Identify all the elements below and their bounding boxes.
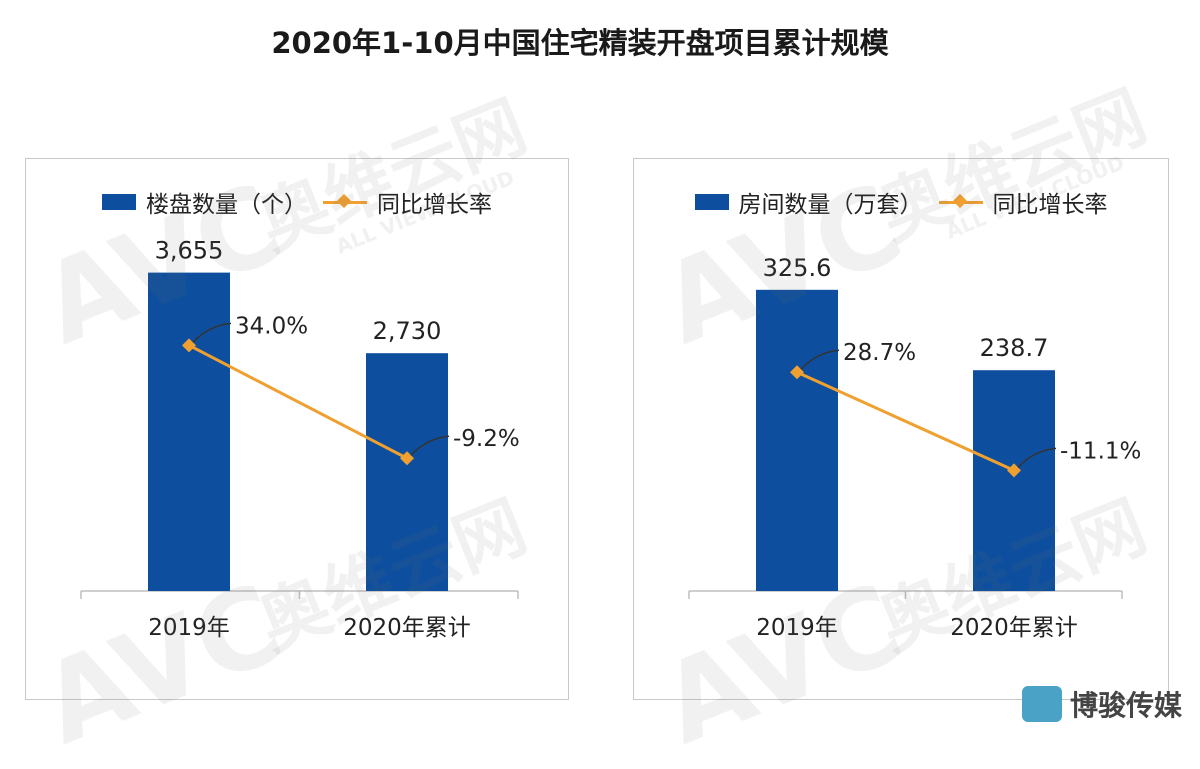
label-leader: [410, 435, 450, 456]
x-tick-label: 2020年累计: [343, 615, 471, 641]
chart-units-svg: 3,655 2019年 2,730 2020年累计 34.0% -9.2%: [80, 237, 520, 641]
legend-bar-swatch: [102, 194, 136, 210]
publisher-logo: 博骏传媒: [1021, 684, 1182, 724]
legend-line-swatch: [323, 193, 367, 210]
bar-value-label: 325.6: [763, 254, 832, 282]
label-leader: [192, 322, 232, 343]
page-title: 2020年1-10月中国住宅精装开盘项目累计规模: [271, 26, 889, 60]
growth-value-label: 34.0%: [235, 313, 308, 339]
bar-value-label: 3,655: [155, 237, 224, 265]
legend-bar-label: 楼盘数量（个）: [146, 192, 307, 218]
growth-value-label: -9.2%: [453, 426, 520, 452]
growth-value-label: 28.7%: [843, 340, 916, 366]
bar: [148, 272, 230, 591]
growth-value-label: -11.1%: [1060, 438, 1141, 464]
legend-line-label: 同比增长率: [377, 192, 492, 218]
chart-panel-rooms: 房间数量（万套） 同比增长率 325.6 2019年 238.7 2020年累计 28.…: [633, 158, 1169, 700]
legend-line-swatch: [938, 193, 983, 210]
chart-rooms-svg: 325.6 2019年 238.7 2020年累计 28.7% -11.1%: [688, 254, 1141, 641]
legend: 楼盘数量（个） 同比增长率: [26, 185, 568, 219]
chart-panel-units: 楼盘数量（个） 同比增长率 3,655 2019年 2,730 2020年累计 34.0…: [25, 158, 569, 700]
x-tick-label: 2020年累计: [950, 615, 1078, 641]
x-tick-label: 2019年: [756, 615, 838, 641]
legend: 房间数量（万套） 同比增长率: [634, 185, 1168, 219]
bar-value-label: 2,730: [373, 317, 442, 345]
logo-text: 博骏传媒: [1069, 689, 1182, 722]
bar: [973, 370, 1055, 591]
growth-line: [188, 344, 408, 460]
x-tick-label: 2019年: [148, 615, 230, 641]
bar: [756, 289, 838, 591]
legend-bar-label: 房间数量（万套）: [738, 192, 923, 218]
logo-icon: [1021, 686, 1062, 722]
bar-value-label: 238.7: [980, 334, 1049, 362]
label-leader: [800, 349, 840, 370]
legend-bar-swatch: [694, 194, 729, 210]
legend-line-label: 同比增长率: [992, 192, 1108, 218]
bar: [366, 353, 448, 591]
label-leader: [1017, 447, 1057, 468]
growth-line: [796, 370, 1015, 472]
